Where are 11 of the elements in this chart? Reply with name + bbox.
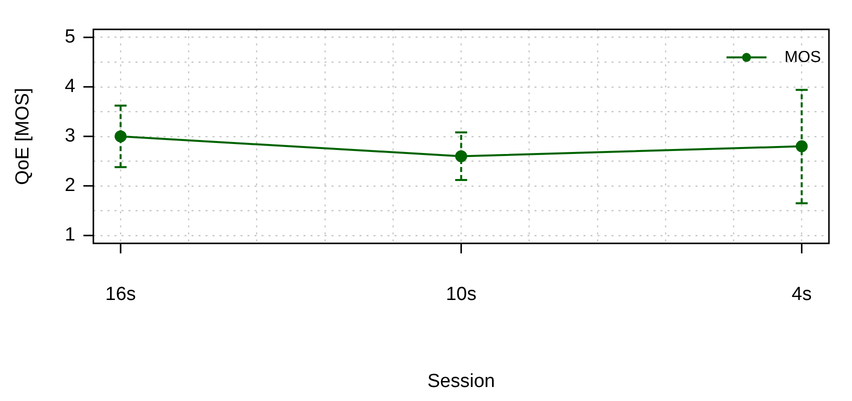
y-tick-label: 3 [64,126,76,147]
y-tick-label: 4 [64,76,76,98]
y-tick-label: 5 [64,26,76,48]
x-axis-title: Session [427,370,495,392]
y-axis-title: QoE [MOS] [12,88,34,185]
x-tick-label: 16s [105,284,136,306]
y-tick-label: 2 [64,175,76,196]
x-tick-label: 10s [446,284,476,306]
y-tick-label: 1 [64,224,76,246]
x-tick-label: 4s [792,284,812,306]
legend-label: MOS [784,48,821,66]
